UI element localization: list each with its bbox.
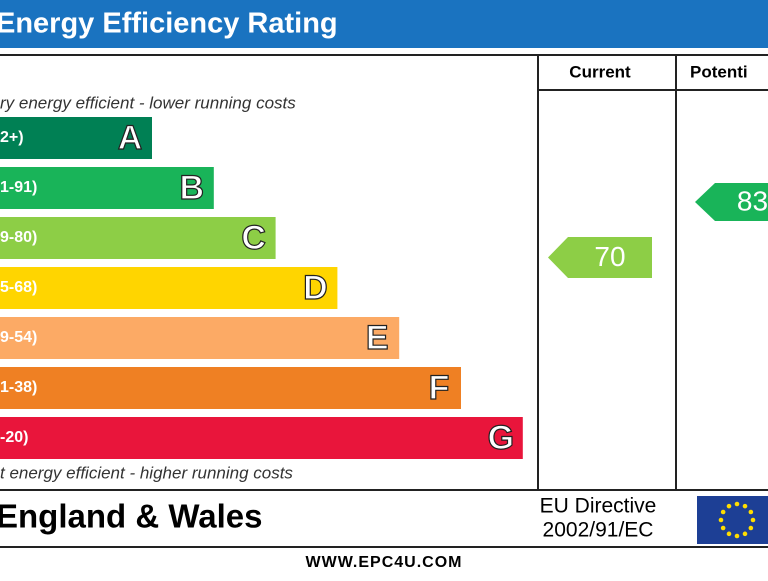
potential-value: 83 [737,185,768,216]
eu-star [750,517,756,523]
eu-star [748,509,754,515]
eu-star [748,525,754,531]
band-letter: D [303,269,328,307]
band [0,367,461,409]
potential-arrow [695,183,768,221]
band-letter: C [241,219,266,257]
band [0,217,276,259]
title: Energy Efficiency Rating [0,8,338,40]
band-letter: E [366,319,389,357]
eu-star [726,531,732,537]
band-range: 5-68) [0,279,37,296]
band-letter: F [429,369,450,407]
band-range: 9-80) [0,229,37,246]
eu-star [734,501,740,507]
top-note: ry energy efficient - lower running cost… [0,93,296,112]
eu-star [718,517,724,523]
directive-line1: EU Directive [540,495,657,518]
title-bar [0,0,768,48]
band-range: 2+) [0,129,24,146]
band [0,317,400,359]
directive-line2: 2002/91/EC [543,519,654,542]
band-letter: B [180,169,205,207]
bottom-note: t energy efficient - higher running cost… [0,463,293,482]
band-range: 9-54) [0,329,37,346]
current-arrow [548,237,652,278]
eu-star [742,503,748,509]
band [0,267,338,309]
band [0,417,523,459]
potential-header: Potenti [690,62,748,81]
website: WWW.EPC4U.COM [306,554,463,571]
eu-star [742,531,748,537]
band-range: -20) [0,429,28,446]
eu-star [720,509,726,515]
bands: 2+) A 1-91) B 9-80) C 5-68) D 9-54) E 1-38) F -20) G [0,117,523,459]
band [0,117,152,159]
band-letter: G [488,419,514,457]
eu-flag [697,496,768,544]
band-range: 1-38) [0,379,37,396]
band [0,167,214,209]
frame [0,54,768,548]
eu-star [726,503,732,509]
eu-star [720,525,726,531]
band-range: 1-91) [0,179,37,196]
ratings: 70 83 [548,183,768,278]
current-value: 70 [594,241,625,272]
region: England & Wales [0,498,262,535]
eu-star [734,533,740,539]
current-header: Current [569,62,631,81]
band-letter: A [118,119,143,157]
eu-stars [718,501,756,539]
